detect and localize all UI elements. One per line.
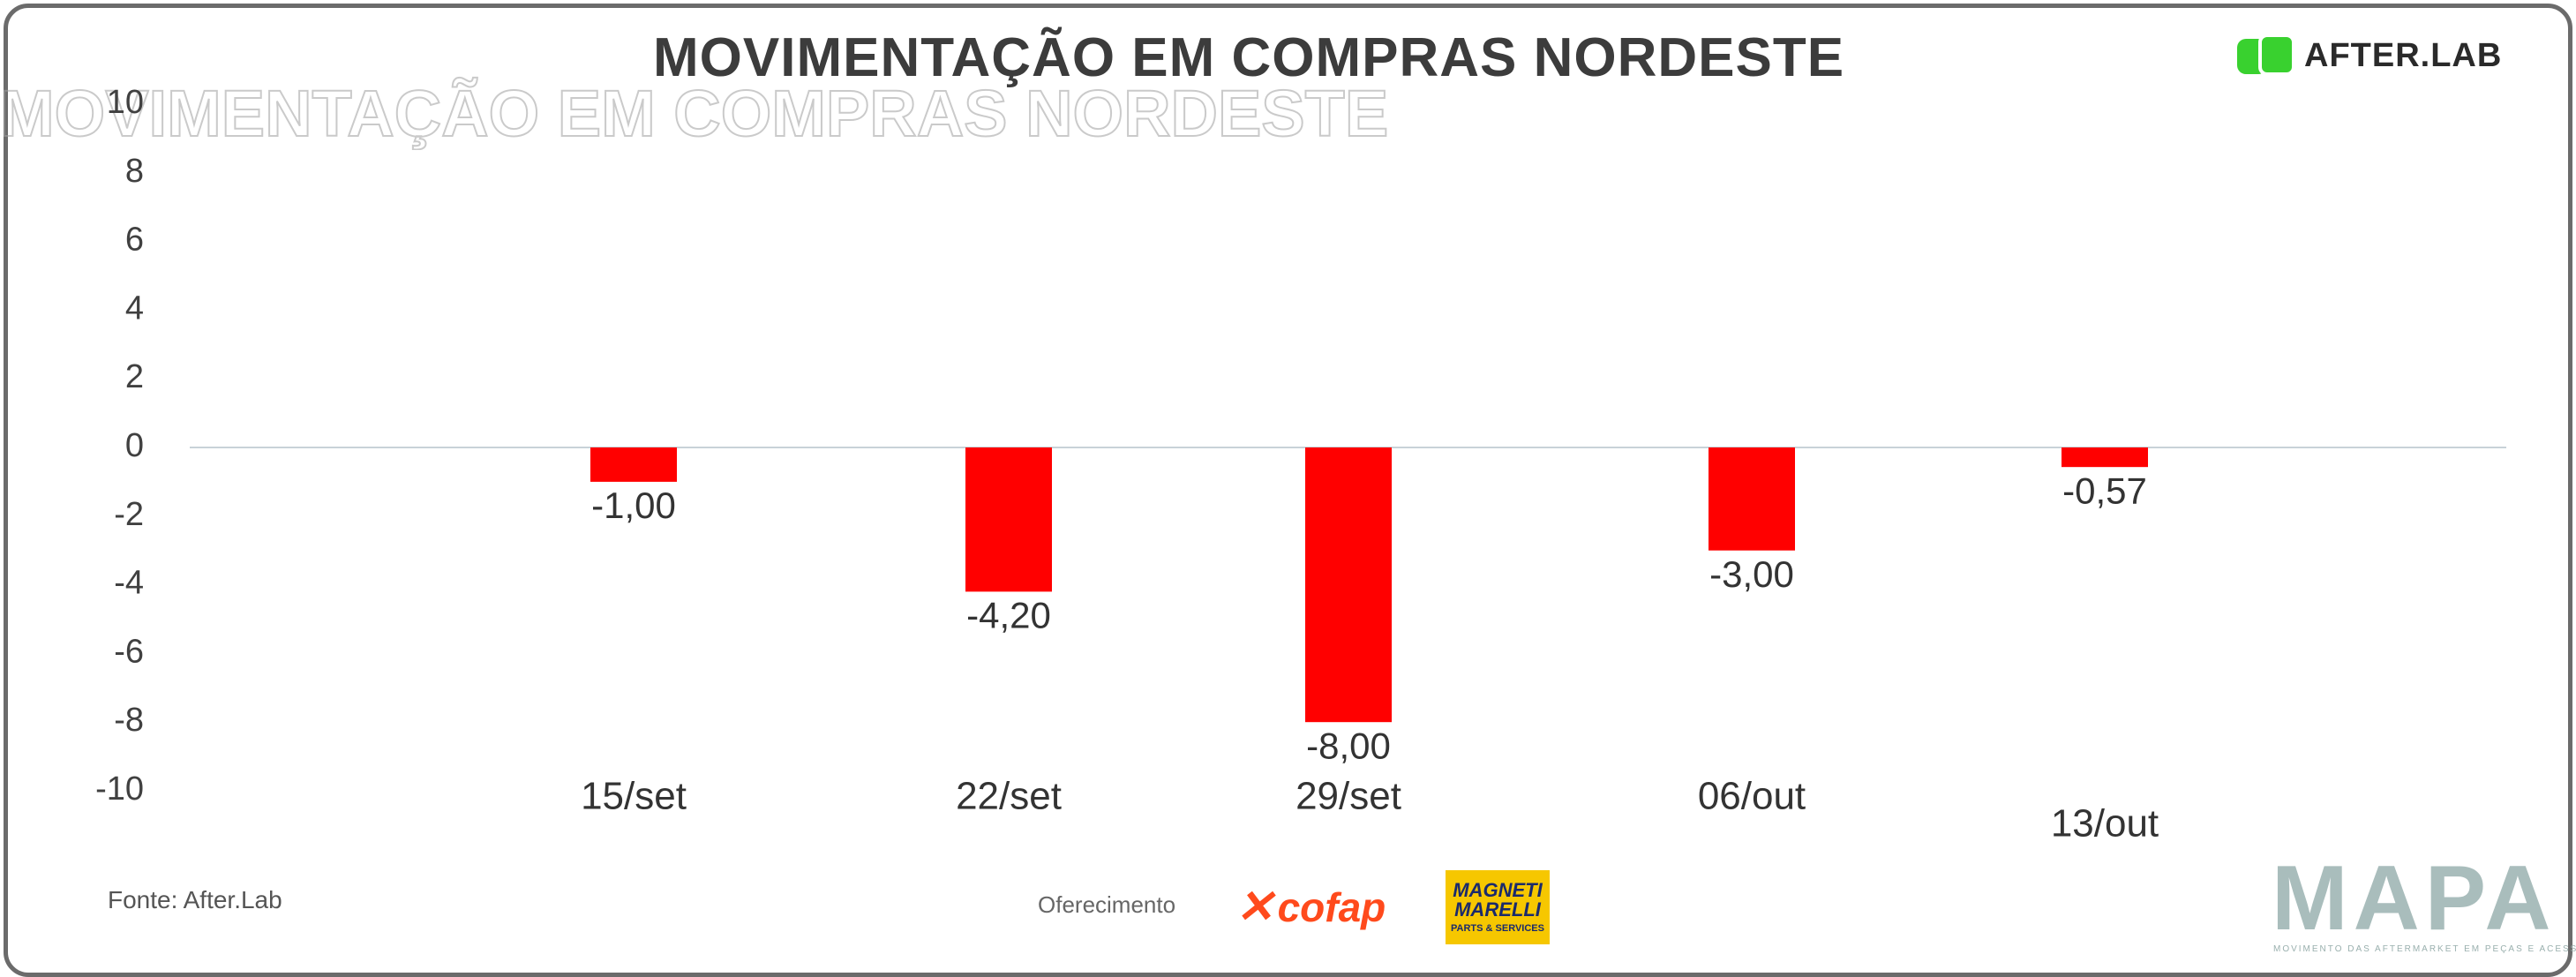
- bar: [1709, 447, 1795, 551]
- data-label: -0,57: [2062, 470, 2147, 511]
- data-label: -3,00: [1709, 553, 1794, 595]
- chart-title: MOVIMENTAÇÃO EM COMPRAS NORDESTE: [653, 27, 1845, 88]
- data-label: -4,20: [966, 594, 1051, 635]
- y-tick-label: 0: [125, 427, 144, 464]
- sponsor-label: Oferecimento: [1038, 891, 1176, 918]
- y-tick-label: -8: [114, 702, 144, 739]
- y-tick-label: -10: [95, 770, 144, 808]
- magneti-logo-line1: MAGNETI: [1453, 879, 1543, 901]
- bar: [2062, 447, 2148, 468]
- y-tick-label: 6: [125, 222, 144, 259]
- afterlab-logo-icon: [2237, 34, 2295, 78]
- cofap-logo: ✕ cofap: [1235, 881, 1386, 934]
- magneti-marelli-logo: MAGNETI MARELLI PARTS & SERVICES: [1446, 870, 1550, 944]
- bar: [1305, 447, 1392, 723]
- magneti-logo-line3: PARTS & SERVICES: [1451, 923, 1544, 934]
- chart-frame: [4, 4, 2572, 977]
- x-tick-label: 22/set: [956, 775, 1062, 818]
- mapa-logo: MAPA: [2272, 847, 2557, 950]
- y-tick-label: 10: [107, 84, 144, 121]
- y-tick-label: 8: [125, 153, 144, 190]
- mapa-tagline: MOVIMENTO DAS AFTERMARKET EM PEÇAS E ACE…: [2273, 944, 2576, 954]
- cofap-x-icon: ✕: [1235, 882, 1274, 933]
- x-tick-label: 13/out: [2051, 802, 2159, 845]
- afterlab-logo-text: AFTER.LAB: [2304, 36, 2503, 74]
- source-note: Fonte: After.Lab: [108, 886, 282, 913]
- y-tick-label: -2: [114, 496, 144, 533]
- y-tick-label: 2: [125, 358, 144, 395]
- y-tick-label: -6: [114, 633, 144, 670]
- magneti-logo-line2: MARELLI: [1454, 898, 1541, 921]
- y-tick-label: 4: [125, 289, 144, 327]
- x-tick-label: 06/out: [1698, 775, 1806, 818]
- cofap-logo-text: cofap: [1277, 884, 1386, 930]
- bar: [590, 447, 677, 482]
- ghost-watermark-text: MOVIMENTAÇÃO EM COMPRAS NORDESTE: [0, 76, 1389, 151]
- x-tick-label: 29/set: [1296, 775, 1401, 818]
- afterlab-logo: AFTER.LAB: [2237, 34, 2502, 78]
- bar: [965, 447, 1052, 592]
- data-label: -1,00: [591, 485, 676, 526]
- y-tick-label: -4: [114, 565, 144, 602]
- x-tick-label: 15/set: [581, 775, 687, 818]
- data-label: -8,00: [1306, 725, 1391, 766]
